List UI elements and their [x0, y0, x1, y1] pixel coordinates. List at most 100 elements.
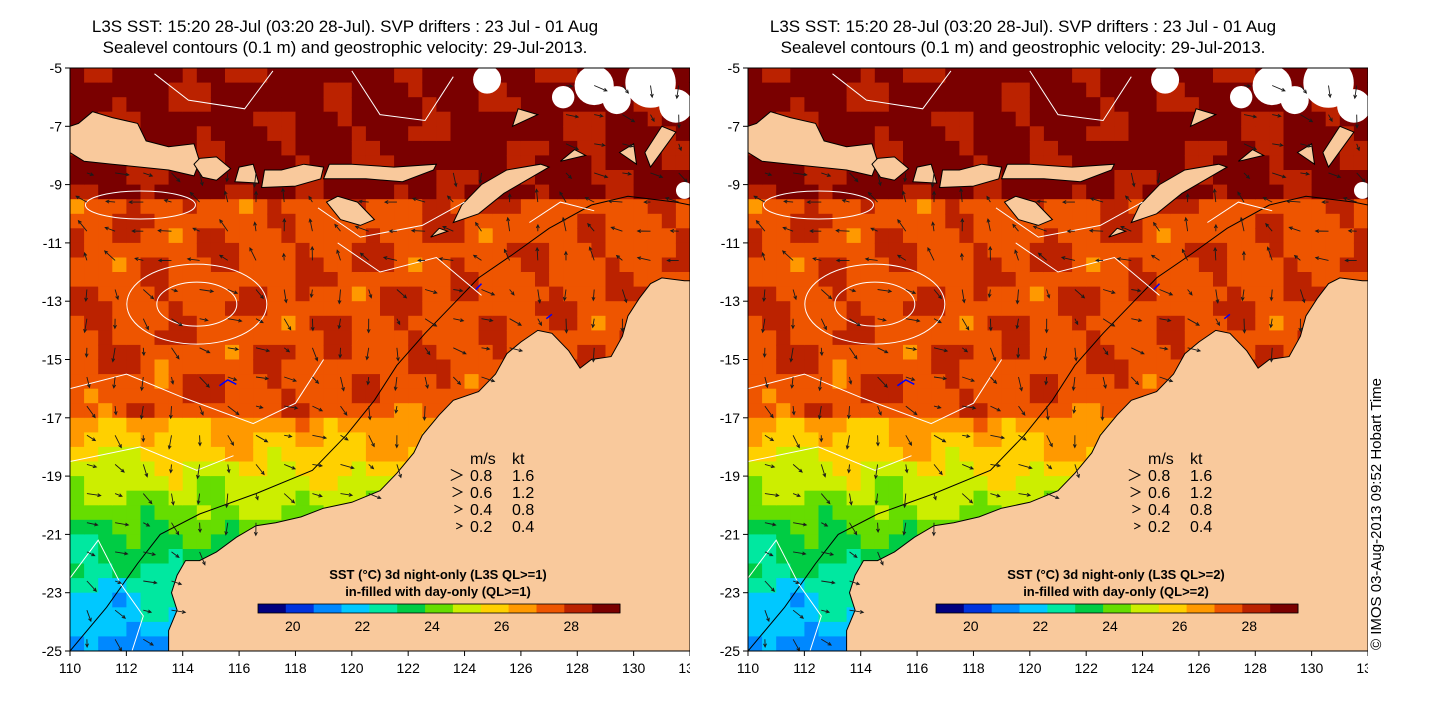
velocity-arrow: [809, 229, 822, 233]
velocity-arrow: [933, 464, 943, 476]
river-lines: [896, 283, 1231, 387]
island-land: [452, 163, 551, 224]
colorbar-segment: [1103, 604, 1132, 613]
velocity-arrow: [253, 522, 258, 537]
velocity-arrow: [1298, 318, 1303, 333]
y-tick-label: -7: [728, 118, 741, 134]
velocity-arrow: [383, 200, 397, 205]
velocity-arrows: [753, 84, 1366, 651]
velocity-arrow: [312, 463, 324, 468]
x-tick-label: 120: [340, 660, 364, 676]
velocity-arrow: [902, 522, 907, 536]
velocity-arrow: [1187, 347, 1202, 353]
velocity-key-arrow: [450, 468, 464, 482]
velocity-arrow: [1237, 191, 1245, 203]
y-tick-label: -13: [720, 293, 740, 309]
sst-legend-line1: SST (°C) 3d night-only (L3S QL>=2): [1007, 567, 1225, 582]
velocity-arrow: [867, 191, 878, 203]
velocity-arrow: [143, 522, 151, 527]
velocity-arrow: [478, 172, 483, 185]
velocity-arrow: [753, 195, 766, 203]
velocity-arrow: [896, 254, 907, 261]
velocity-arrow: [905, 376, 916, 381]
velocity-arrow: [114, 609, 127, 619]
velocity-arrow: [1131, 318, 1143, 323]
velocity-arrow: [781, 250, 794, 261]
velocity-arrow: [394, 406, 399, 414]
colorbar-segment: [1214, 604, 1243, 613]
velocity-arrow: [142, 493, 153, 505]
velocity-arrow: [1036, 199, 1047, 204]
velocity-arrow: [143, 580, 158, 585]
velocity-arrow: [1353, 85, 1358, 100]
colorbar-segment: [1047, 604, 1076, 613]
velocity-arrow: [1131, 347, 1145, 355]
velocity-arrow: [761, 318, 766, 334]
velocity-key-arrow: [454, 504, 464, 514]
velocity-arrow: [960, 217, 965, 232]
velocity-arrow: [171, 347, 180, 360]
island-land: [1000, 163, 1116, 183]
x-tick-label: 112: [793, 660, 816, 676]
island-land: [261, 163, 325, 189]
velocity-arrow: [424, 376, 429, 389]
velocity-key-arrow: [1128, 468, 1142, 482]
velocity-arrow: [284, 376, 297, 382]
velocity-arrow: [870, 227, 878, 232]
velocity-arrow: [388, 229, 397, 234]
velocity-arrow: [255, 405, 264, 409]
velocity-arrow: [1046, 289, 1051, 299]
velocity-key-ms: 0.6: [1148, 485, 1170, 502]
velocity-arrow: [903, 172, 908, 183]
x-tick-label: 124: [453, 660, 477, 676]
velocity-arrow: [821, 580, 836, 585]
velocity-arrow: [86, 551, 96, 557]
velocity-arrow: [310, 318, 315, 332]
velocity-arrow: [1018, 376, 1023, 392]
velocity-arrow: [990, 463, 1002, 468]
velocity-arrow: [509, 347, 524, 353]
velocity-arrow: [565, 172, 573, 180]
velocity-key-ms: 0.6: [470, 485, 492, 502]
velocity-arrow: [607, 199, 623, 204]
velocity-arrow: [905, 405, 918, 416]
y-tick-label: -13: [42, 293, 62, 309]
sst-map: 110 112 114 116 118 120 122 124 126 128 130 132 -5 -7…: [42, 60, 690, 676]
velocity-arrow: [111, 347, 116, 363]
velocity-arrow: [85, 639, 89, 648]
velocity-key-kt: 1.2: [512, 485, 534, 502]
velocity-arrow: [962, 434, 971, 439]
velocity-key-kt: 1.6: [512, 468, 534, 485]
velocity-arrow: [931, 522, 936, 537]
velocity-arrow: [334, 223, 341, 232]
x-tick-label: 128: [1244, 660, 1268, 676]
velocity-arrow: [565, 84, 574, 88]
velocity-arrow: [1269, 318, 1274, 329]
velocity-arrow: [849, 172, 859, 183]
velocity-arrow: [143, 172, 154, 177]
velocity-arrow: [103, 250, 116, 261]
velocity-arrow: [1131, 288, 1142, 293]
velocity-arrow: [535, 223, 540, 232]
velocity-arrow: [793, 522, 808, 527]
velocity-arrow: [1314, 256, 1329, 261]
velocity-arrow: [1215, 289, 1220, 304]
x-tick-label: 132: [1356, 660, 1368, 676]
velocity-arrow: [792, 435, 800, 449]
velocity-arrow: [1239, 216, 1245, 232]
velocity-arrow: [622, 85, 630, 94]
velocity-arrow: [962, 405, 977, 410]
colorbar-tick-label: 20: [285, 618, 301, 634]
island-land: [70, 111, 201, 177]
velocity-arrow: [1018, 434, 1027, 441]
velocity-arrow: [587, 222, 595, 232]
island-land: [1322, 125, 1355, 169]
velocity-arrow: [1213, 246, 1218, 261]
colorbar-segment: [285, 604, 315, 613]
velocity-arrow: [849, 493, 853, 506]
velocity-arrow: [818, 376, 822, 392]
velocity-arrow: [650, 172, 664, 178]
velocity-arrow: [559, 191, 567, 203]
x-tick-label: 110: [737, 660, 760, 676]
velocity-arrow: [988, 318, 993, 332]
